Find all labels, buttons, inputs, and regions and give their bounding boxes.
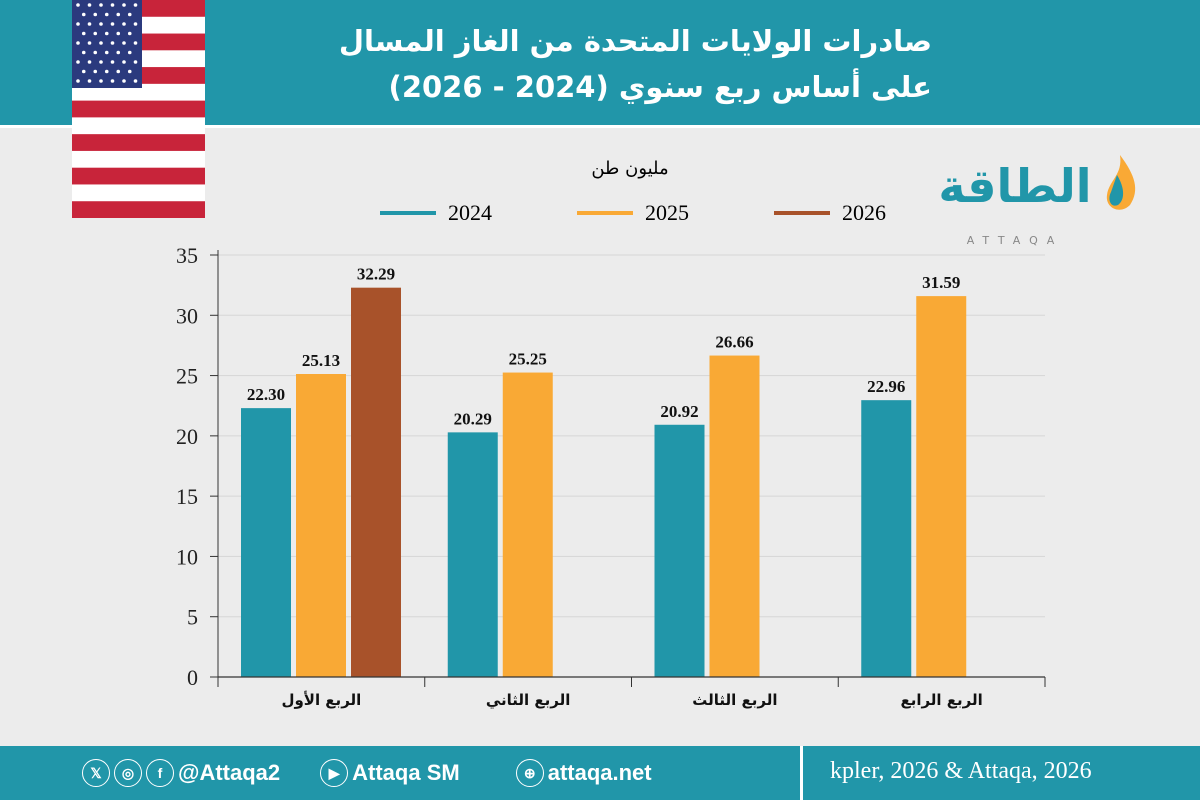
footer: 𝕏 ◎ f @Attaqa2 ▶ Attaqa SM ⊕ attaqa.net … <box>0 746 1200 800</box>
bar-chart: 0 5 10 15 20 25 30 35 الربع الأول 22.30 25.13 32.29… <box>176 243 1046 709</box>
website-link[interactable]: attaqa.net <box>547 760 652 785</box>
y-tick-label: 25 <box>176 364 198 389</box>
bar-2024 <box>654 424 705 677</box>
title-line-2: على أساس ربع سنوي (2024 - 2026) <box>388 70 932 104</box>
attaqa-logo: الطاقة ATTAQA <box>938 155 1136 247</box>
footer-divider <box>800 746 803 800</box>
x-tick-label: الربع الرابع <box>900 691 982 709</box>
social-handle[interactable]: @Attaqa2 <box>178 760 281 785</box>
bar-2026 <box>351 287 401 677</box>
bar-2024 <box>447 432 498 677</box>
legend: 2024 2025 2026 <box>380 200 886 226</box>
data-label: 22.96 <box>867 377 905 396</box>
header-divider <box>0 125 1200 128</box>
y-tick-label: 35 <box>176 243 198 268</box>
x-tick-label: الربع الأول <box>281 691 361 709</box>
facebook-icon[interactable]: f <box>146 759 174 787</box>
youtube-channel[interactable]: Attaqa SM <box>352 760 460 785</box>
legend-item-2024: 2024 <box>380 200 492 226</box>
data-label: 26.66 <box>715 333 753 352</box>
y-axis-unit-label: مليون طن <box>591 158 669 179</box>
legend-swatch <box>774 211 830 215</box>
legend-swatch <box>380 211 436 215</box>
y-tick-label: 15 <box>176 484 198 509</box>
legend-item-2025: 2025 <box>577 200 689 226</box>
y-tick-label: 10 <box>176 544 198 569</box>
data-label: 25.13 <box>302 351 340 370</box>
data-label: 20.92 <box>660 402 698 421</box>
bar-2024 <box>861 400 912 677</box>
title-line-1: صادرات الولايات المتحدة من الغاز المسال <box>338 24 932 58</box>
data-label: 32.29 <box>357 265 395 284</box>
bar-2025 <box>709 355 760 677</box>
data-label: 22.30 <box>247 385 285 404</box>
logo-subtext: ATTAQA <box>967 234 1064 247</box>
x-tick-label: الربع الثاني <box>486 691 571 709</box>
logo-text: الطاقة <box>938 159 1091 213</box>
y-tick-label: 5 <box>187 605 198 630</box>
data-label: 20.29 <box>454 409 492 428</box>
globe-icon[interactable]: ⊕ <box>515 759 544 787</box>
bar-2025 <box>296 374 346 677</box>
source-text: kpler, 2026 & Attaqa, 2026 <box>830 758 1092 784</box>
y-tick-label: 0 <box>187 665 198 690</box>
bar-2025 <box>916 296 967 677</box>
bar-2024 <box>241 408 291 677</box>
bar-2025 <box>502 372 553 677</box>
x-tick-label: الربع الثالث <box>692 691 777 709</box>
legend-swatch <box>577 211 633 215</box>
data-label: 31.59 <box>922 273 960 292</box>
data-label: 25.25 <box>509 350 547 369</box>
chart-title: صادرات الولايات المتحدة من الغاز المسال … <box>339 18 932 110</box>
instagram-icon[interactable]: ◎ <box>114 759 142 787</box>
y-tick-label: 20 <box>176 424 198 449</box>
y-tick-label: 30 <box>176 303 198 328</box>
us-flag-icon <box>72 0 205 218</box>
legend-item-2026: 2026 <box>774 200 886 226</box>
x-icon[interactable]: 𝕏 <box>82 759 110 787</box>
youtube-icon[interactable]: ▶ <box>320 759 349 787</box>
social-links: 𝕏 ◎ f @Attaqa2 ▶ Attaqa SM ⊕ attaqa.net <box>82 759 652 787</box>
